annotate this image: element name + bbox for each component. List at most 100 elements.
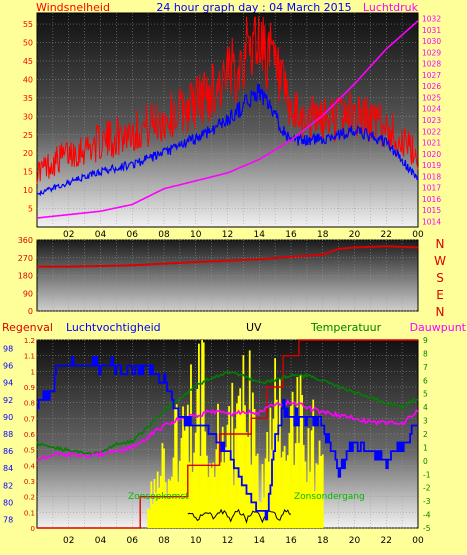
x-tick-label: 22: [381, 230, 392, 240]
humidity-tick-label: 92: [3, 396, 13, 405]
series-layer: [37, 245, 419, 268]
humidity-tick-label: 78: [3, 515, 13, 524]
x-tick-label: 16: [285, 536, 297, 546]
right-tick-label: 1019: [422, 161, 441, 170]
x-tick-label: 14: [254, 536, 266, 546]
right-tick-label: 1029: [422, 48, 441, 57]
x-tick-label: 06: [127, 230, 139, 240]
left-tick-labels: 5 10 15 20 25 30 35 40 45 50 55: [23, 20, 33, 213]
sunrise-label: Zonsopkomst: [128, 492, 189, 502]
temperature-tick-label: -1: [423, 470, 431, 479]
rain-tick-label: 1.2: [24, 337, 35, 345]
x-tick-label: 08: [158, 230, 170, 240]
humidity-tick-label: 98: [3, 345, 13, 354]
right-tick-label: 1028: [422, 60, 441, 69]
series-layer: [36, 339, 419, 529]
compass-label: S: [436, 271, 444, 285]
temperature-axis-title: Temperatuur: [310, 321, 382, 334]
temperature-tick-label: 1: [423, 443, 428, 452]
left-tick-label: 360: [18, 236, 33, 245]
left-tick-label: 30: [23, 112, 33, 121]
right-tick-label: 1031: [422, 26, 441, 35]
compass-label: N: [436, 237, 445, 251]
temperature-tick-label: 0: [423, 457, 428, 466]
right-tick-label: 1024: [422, 105, 441, 114]
dewpoint-axis-title: Dauwpunt: [410, 321, 467, 334]
left-tick-label: 90: [23, 289, 33, 298]
right-tick-label: 1025: [422, 93, 441, 102]
x-tick-label: 10: [190, 230, 202, 240]
rain-tick-label: 0.4: [24, 462, 36, 470]
dewpoint-series: [36, 399, 419, 462]
temperature-tick-label: 8: [423, 349, 428, 358]
left-tick-label: 5: [28, 205, 33, 214]
x-tick-label: 02: [63, 230, 74, 240]
x-tick-label: 18: [317, 230, 329, 240]
left-tick-label: 35: [23, 94, 33, 103]
uv-layer: [147, 340, 324, 528]
temperature-tick-label: 3: [423, 417, 428, 426]
right-tick-label: 1018: [422, 172, 441, 181]
right-tick-label: 1026: [422, 82, 441, 91]
rain-tick-label: 0.3: [24, 478, 35, 486]
compass-label: N: [436, 305, 445, 319]
left-tick-label: 45: [23, 57, 33, 66]
left-tick-label: 50: [23, 39, 33, 48]
x-tick-label: 12: [222, 230, 233, 240]
temperature-tick-label: 7: [423, 363, 428, 372]
humidity-axis-title: Luchtvochtigheid: [66, 321, 161, 334]
humidity-tick-labels: 78 80 82 84 86 88 90 92 94 96 98: [3, 345, 13, 525]
temperature-tick-label: -3: [423, 497, 431, 506]
compass-label: W: [434, 254, 446, 268]
rain-tick-label: 1.1: [24, 353, 35, 361]
humidity-tick-label: 84: [3, 464, 13, 473]
temperature-tick-label: -5: [423, 524, 431, 533]
x-tick-label: 12: [222, 536, 233, 546]
rain-tick-label: 0.5: [24, 447, 35, 455]
temperature-tick-label: 2: [423, 430, 428, 439]
rain-tick-label: 0.6: [24, 431, 36, 439]
humidity-tick-label: 86: [3, 447, 13, 456]
sunset-label: Zonsondergang: [294, 492, 365, 502]
rain-tick-label: 0.9: [24, 384, 35, 392]
humidity-tick-label: 82: [3, 481, 13, 490]
series-layer: [36, 16, 419, 219]
left-tick-label: 0: [28, 307, 33, 316]
x-tick-label: 08: [158, 536, 170, 546]
x-tick-label: 16: [285, 230, 297, 240]
chart-title: 24 hour graph day : 04 March 2015: [156, 1, 351, 14]
rain-tick-label: 0.7: [24, 415, 35, 423]
left-tick-label: 55: [23, 20, 33, 29]
x-tick-labels: 02 04 06 08 10 12 14 16 18 20 22 00: [63, 536, 424, 546]
left-tick-label: 10: [23, 186, 33, 195]
temperature-tick-label: 9: [423, 336, 428, 345]
uv-title: UV: [246, 321, 262, 334]
left-axis-title: Windsnelheid: [36, 1, 110, 14]
right-tick-label: 1021: [422, 139, 441, 148]
x-tick-label: 22: [381, 536, 392, 546]
wind-average-series: [36, 83, 419, 197]
x-tick-label: 02: [63, 536, 74, 546]
temperature-tick-label: 4: [423, 403, 428, 412]
rain-tick-label: 0.8: [24, 400, 35, 408]
wind-speed-series: [36, 16, 419, 185]
rain-tick-label: 0.2: [24, 494, 35, 502]
x-tick-label: 14: [254, 230, 266, 240]
humidity-tick-label: 90: [3, 413, 13, 422]
right-tick-label: 1016: [422, 195, 441, 204]
right-tick-label: 1014: [422, 217, 441, 226]
left-tick-label: 20: [23, 149, 33, 158]
left-tick-labels: 0 90 180 270 360: [18, 236, 33, 316]
left-tick-label: 15: [23, 168, 33, 177]
humidity-tick-label: 94: [3, 379, 13, 388]
right-tick-label: 1022: [422, 127, 441, 136]
x-tick-label: 00: [412, 230, 424, 240]
rain-tick-label: 0.1: [24, 509, 35, 517]
solar-series: [187, 508, 291, 524]
right-tick-label: 1017: [422, 184, 441, 193]
humidity-series: [37, 356, 418, 521]
rain-tick-labels: 0 0.1 0.2 0.3 0.4 0.5 0.6 0.7 0.8 0.9 1 1.1 1.2: [24, 337, 36, 533]
temperature-tick-label: -4: [423, 511, 431, 520]
compass-label: E: [436, 288, 444, 302]
